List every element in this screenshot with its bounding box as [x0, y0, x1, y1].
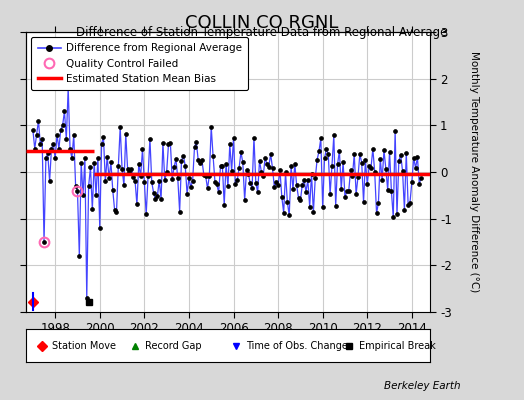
Line: Difference from Regional Average: Difference from Regional Average	[31, 86, 423, 300]
Text: Berkeley Earth: Berkeley Earth	[385, 381, 461, 391]
Text: Difference of Station Temperature Data from Regional Average: Difference of Station Temperature Data f…	[77, 26, 447, 39]
Difference from Regional Average	[227, 142, 233, 147]
Difference from Regional Average	[30, 128, 36, 132]
Difference from Regional Average	[358, 160, 365, 165]
Difference from Regional Average	[115, 164, 122, 169]
Difference from Regional Average	[418, 176, 424, 180]
Y-axis label: Monthly Temperature Anomaly Difference (°C): Monthly Temperature Anomaly Difference (…	[468, 51, 478, 293]
Difference from Regional Average	[381, 148, 387, 153]
Text: COLLIN CO RGNL: COLLIN CO RGNL	[185, 14, 339, 32]
Difference from Regional Average	[217, 164, 224, 169]
Legend: Difference from Regional Average, Quality Control Failed, Estimated Station Mean: Difference from Regional Average, Qualit…	[31, 37, 248, 90]
Difference from Regional Average	[65, 86, 71, 90]
Difference from Regional Average	[34, 132, 40, 137]
Difference from Regional Average	[84, 296, 90, 300]
